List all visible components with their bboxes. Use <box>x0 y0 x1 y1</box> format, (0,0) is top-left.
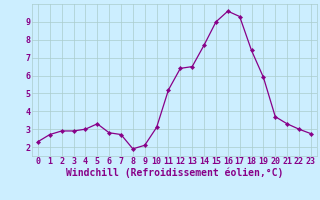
X-axis label: Windchill (Refroidissement éolien,°C): Windchill (Refroidissement éolien,°C) <box>66 168 283 178</box>
